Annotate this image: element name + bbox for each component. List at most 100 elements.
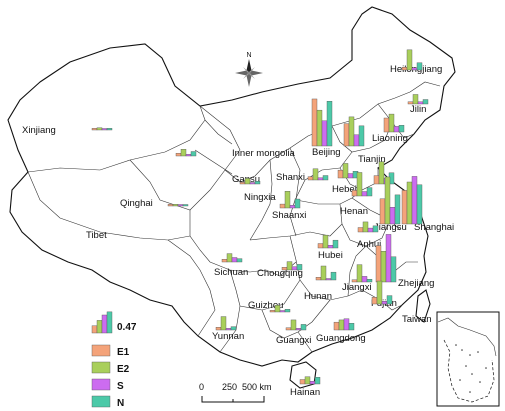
legend-swatch-s xyxy=(91,378,111,391)
label-zhejiang: Zhejiang xyxy=(398,278,434,289)
bar-hainan-s xyxy=(309,381,316,385)
taiwan-island xyxy=(415,289,431,323)
label-hunan: Hunan xyxy=(304,291,332,302)
bar-hebei-s xyxy=(347,173,354,179)
bar-shanghai-n xyxy=(416,184,423,225)
bar-hunan-n xyxy=(330,271,337,281)
bar-tianjin-n xyxy=(358,125,365,147)
bar-shanxi-s xyxy=(317,177,324,181)
legend-ref-bar-s xyxy=(101,314,108,334)
bar-tianjin-e1 xyxy=(343,123,350,147)
bar-qinghai-e2 xyxy=(172,204,179,207)
bar-gansu-n xyxy=(190,151,197,157)
bar-sichuan-e1 xyxy=(221,259,228,263)
north-label: N xyxy=(246,52,251,59)
bar-guizhou-n xyxy=(284,309,291,313)
bar-jiangxi-e2 xyxy=(356,264,363,283)
bar-tianjin-e2 xyxy=(348,116,355,147)
bar-hainan-n xyxy=(314,377,321,385)
label-tianjin: Tianjin xyxy=(358,154,386,165)
bar-ningxia-n xyxy=(254,180,261,185)
bar-anhui-e1 xyxy=(357,227,364,233)
label-yunnan: Yunnan xyxy=(212,331,244,342)
legend-reference-bars xyxy=(91,311,113,334)
bar-jilin-e2 xyxy=(412,94,419,105)
bar-henan-e1 xyxy=(351,190,358,197)
label-shanghai: Shanghai xyxy=(414,222,454,233)
gansu-leader-line xyxy=(194,149,233,175)
legend-reference-value: 0.47 xyxy=(117,322,137,333)
label-guangdong: Guangdong xyxy=(316,333,366,344)
bar-guangdong-e1 xyxy=(333,321,340,331)
bar-jilin-e1 xyxy=(407,101,414,105)
bar-shanghai-e1 xyxy=(401,190,408,225)
label-sichuan: Sichuan xyxy=(214,267,248,278)
bar-guangxi-e1 xyxy=(285,327,292,331)
bar-hubei-s xyxy=(327,244,334,249)
bar-yunnan-e1 xyxy=(215,327,222,331)
bar-jiangxi-s xyxy=(361,276,368,283)
bar-hainan-e1 xyxy=(299,379,306,385)
legend-ref-bar-e2 xyxy=(96,320,103,334)
bar-guangxi-n xyxy=(300,324,307,331)
legend-swatch-n xyxy=(91,395,111,408)
label-tibet: Tibet xyxy=(86,230,107,241)
bar-qinghai-e1 xyxy=(167,204,174,207)
bar-beijing-e1 xyxy=(311,98,318,147)
bar-shanxi-n xyxy=(322,175,329,181)
label-inner-mongolia: Inner mongolia xyxy=(232,148,296,159)
bar-jiangsu-e1 xyxy=(379,198,386,225)
label-taiwan: Taiwan xyxy=(402,314,432,325)
label-jiangxi: Jiangxi xyxy=(342,282,372,293)
legend-label-n: N xyxy=(117,398,124,409)
label-guizhou: Guizhou xyxy=(248,300,283,311)
bar-henan-n xyxy=(366,187,373,197)
bar-sichuan-e2 xyxy=(226,253,233,263)
legend-swatch-e1 xyxy=(91,344,111,357)
bar-yunnan-n xyxy=(230,326,237,331)
bar-beijing-n xyxy=(326,100,333,147)
bar-zhejiang-n xyxy=(390,256,397,283)
legend-ref-bar-n xyxy=(106,311,113,334)
bar-jilin-n xyxy=(422,99,429,105)
bar-ningxia-e1 xyxy=(239,182,246,185)
bar-anhui-s xyxy=(367,227,374,233)
bar-jilin-s xyxy=(417,101,424,105)
scale-line xyxy=(201,396,265,403)
bar-guizhou-e1 xyxy=(269,310,276,313)
scale-label-250: 250 xyxy=(222,382,237,392)
bar-shanxi-e2 xyxy=(312,168,319,181)
label-shaanxi: Shaanxi xyxy=(272,210,306,221)
bar-liaoning-e1 xyxy=(383,117,390,133)
bar-zhejiang-e2 xyxy=(380,250,387,283)
label-chongqing: Chongqing xyxy=(257,268,303,279)
bar-chongqing-e2 xyxy=(286,261,293,271)
bar-heilongjiang-e1 xyxy=(401,66,408,71)
bar-guangxi-e2 xyxy=(290,319,297,331)
bar-hubei-e2 xyxy=(322,234,329,249)
bar-zhejiang-s xyxy=(385,234,392,283)
bar-guangdong-s xyxy=(343,318,350,331)
bar-gansu-e2 xyxy=(180,149,187,157)
china-outline xyxy=(7,6,456,367)
label-hebei: Hebei xyxy=(332,184,357,195)
bar-yunnan-e2 xyxy=(220,316,227,331)
bar-shanghai-e2 xyxy=(406,181,413,225)
bar-sichuan-n xyxy=(236,258,243,263)
south-china-sea-inset xyxy=(436,311,500,407)
scale-bar: 0 250 500 km xyxy=(199,382,272,403)
bar-hebei-e2 xyxy=(342,163,349,179)
bar-jiangxi-e1 xyxy=(351,279,358,283)
label-jilin: Jilin xyxy=(410,104,426,115)
compass-rose-icon: N xyxy=(235,52,263,87)
bar-heilongjiang-e2 xyxy=(406,49,413,71)
bar-guangxi-s xyxy=(295,328,302,331)
legend-ref-bar-e1 xyxy=(91,325,98,334)
bar-sichuan-s xyxy=(231,257,238,263)
bar-jiangsu-s xyxy=(389,206,396,225)
bar-fujian-s xyxy=(381,301,388,305)
bar-shanxi-e1 xyxy=(307,176,314,181)
bar-hubei-e1 xyxy=(317,243,324,249)
